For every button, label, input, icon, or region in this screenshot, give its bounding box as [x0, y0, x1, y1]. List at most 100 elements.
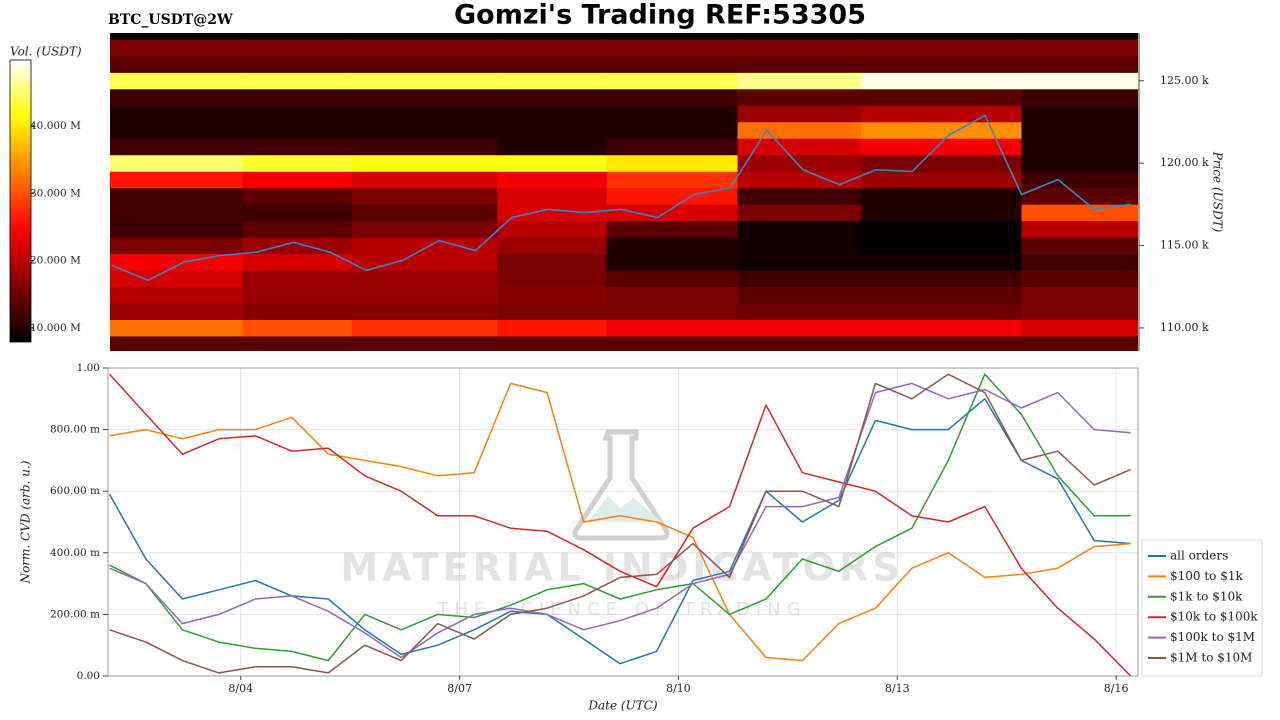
heatmap-cell: [351, 286, 498, 304]
heatmap-cell: [242, 121, 353, 139]
heatmap-cell: [1021, 187, 1138, 205]
price-line: [111, 114, 1131, 282]
heatmap-cell: [110, 303, 243, 320]
heatmap-cell: [242, 319, 353, 337]
y-axis-label: Price (USDT): [1211, 151, 1225, 233]
heatmap-cell: [242, 171, 353, 189]
x-tick-label: 8/07: [447, 682, 472, 695]
y-tick-label: 400.00 m: [50, 547, 100, 559]
heatmap-cell: [351, 336, 498, 351]
heatmap-cell: [351, 72, 498, 90]
x-axis-label: Date (UTC): [587, 699, 657, 713]
heatmap-cell: [606, 105, 738, 123]
heatmap-cell: [737, 237, 862, 255]
heatmap-cell: [1021, 237, 1138, 255]
heatmap-cell: [1021, 56, 1138, 73]
heatmap-cell: [242, 220, 353, 238]
heatmap-cell: [497, 72, 607, 90]
heatmap-cell: [351, 319, 498, 337]
colorbar: [9, 59, 32, 343]
heatmap-cell: [737, 56, 862, 73]
heatmap-cell: [606, 39, 738, 57]
heatmap-cell: [242, 105, 353, 123]
colorbar-label: Vol. (USDT): [10, 45, 82, 59]
heatmap-cell: [110, 336, 243, 351]
cvd-line: [109, 382, 1131, 662]
heatmap-cell: [861, 336, 1022, 351]
legend-label: $1M to $10M: [1170, 651, 1252, 665]
heatmap-cell: [110, 39, 243, 57]
cvd-line: [109, 382, 1131, 659]
heatmap-cell: [606, 121, 738, 139]
heatmap-cell: [110, 89, 243, 106]
heatmap-cell: [497, 204, 607, 222]
heatmap-cell: [737, 303, 862, 320]
cvd-line: [109, 373, 1131, 662]
heatmap-cell: [1021, 204, 1138, 222]
heatmap-cell: [497, 138, 607, 156]
legend-label: $10k to $100k: [1170, 610, 1258, 624]
heatmap-cell: [497, 303, 607, 320]
watermark-icon: [572, 429, 670, 541]
heatmap-cell: [737, 39, 862, 57]
heatmap-cell: [497, 154, 607, 172]
heatmap-cell: [110, 72, 243, 90]
heatmap-cell: [242, 204, 353, 222]
heatmap-cell: [737, 286, 862, 304]
heatmap-cell: [1021, 286, 1138, 304]
heatmap-cell: [351, 138, 498, 156]
colorbar-tick-label: 30.000 M: [30, 187, 81, 199]
heatmap-cell: [861, 319, 1022, 337]
heatmap-cell: [861, 56, 1022, 73]
watermark-text: MATERIAL INDICATORS: [340, 546, 903, 590]
heatmap-cell: [861, 39, 1022, 57]
heatmap-cell: [1021, 39, 1138, 57]
y-tick-label: 120.00 k: [1160, 156, 1209, 169]
heatmap-cell: [737, 319, 862, 337]
y-tick-label: 115.00 k: [1160, 239, 1209, 252]
heatmap-cell: [497, 105, 607, 123]
heatmap-cell: [351, 270, 498, 288]
heatmap-cell: [737, 171, 862, 189]
heatmap-cell: [1021, 303, 1138, 320]
heatmap-cell: [606, 220, 738, 238]
heatmap-cell: [1021, 253, 1138, 271]
heatmap-cell: [606, 72, 738, 90]
x-tick-label: 8/10: [666, 682, 691, 695]
heatmap-cell: [497, 270, 607, 288]
heatmap-cell: [110, 319, 243, 337]
y-tick-label: 125.00 k: [1160, 74, 1209, 87]
heatmap-cell: [737, 220, 862, 238]
heatmap-cell: [351, 105, 498, 123]
heatmap-cell: [861, 89, 1022, 106]
heatmap-cell: [242, 303, 353, 320]
heatmap-cell: [861, 303, 1022, 320]
heatmap-cell: [242, 89, 353, 106]
heatmap-cell: [1021, 220, 1138, 238]
watermark-subtext: THE SCIENCE OF TRADING: [436, 599, 806, 620]
y-tick-label: 800.00 m: [50, 424, 100, 436]
colorbar-tick-label: 20.000 M: [30, 255, 81, 267]
heatmap-cell: [861, 253, 1022, 271]
heatmap-cell: [861, 171, 1022, 189]
heatmap-cell: [497, 171, 607, 189]
heatmap-cell: [1021, 154, 1138, 172]
heatmap-cell: [737, 154, 862, 172]
heatmap-cell: [606, 154, 738, 172]
heatmap-cell: [606, 270, 738, 288]
heatmap-cell: [861, 204, 1022, 222]
heatmap-cell: [861, 105, 1022, 123]
heatmap-cell: [242, 270, 353, 288]
heatmap-cell: [737, 253, 862, 271]
y-tick-label: 600.00 m: [50, 485, 100, 497]
price-line-layer: [111, 114, 1131, 282]
heatmap-cell: [861, 154, 1022, 172]
legend: [1141, 539, 1263, 677]
heatmap-cell: [110, 56, 243, 73]
heatmap-cell: [351, 121, 498, 139]
chart-subtitle: BTC_USDT@2W: [108, 12, 233, 28]
lines: [108, 373, 1132, 676]
heatmap-cell: [737, 72, 862, 90]
heatmap-cell: [110, 121, 243, 139]
